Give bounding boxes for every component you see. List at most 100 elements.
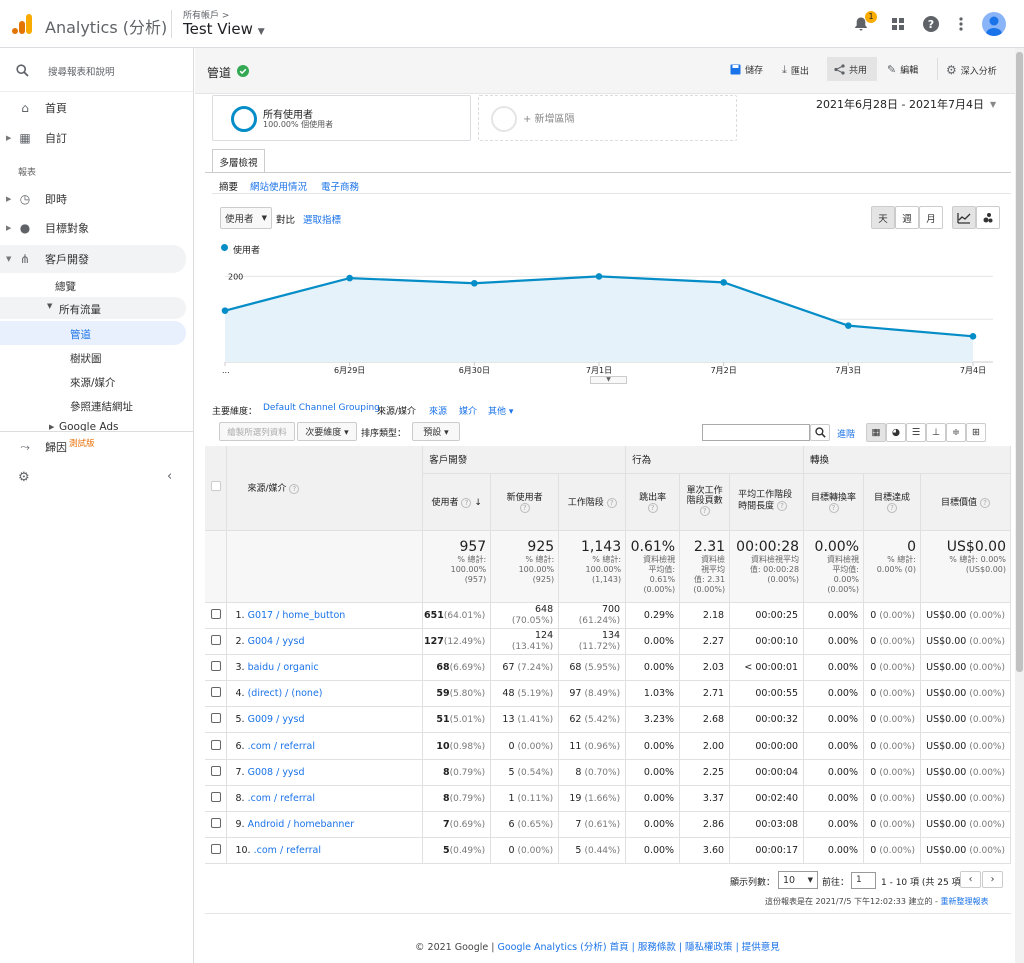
row-checkbox[interactable] — [210, 660, 221, 671]
sidebar-item-custom[interactable]: ▶ ▦ 自訂 — [0, 125, 186, 151]
analytics-logo-icon[interactable] — [11, 13, 33, 35]
apps-grid-icon[interactable] — [887, 13, 909, 35]
data-table-view-icon[interactable]: ▦ — [866, 423, 886, 442]
column-header-sessions[interactable]: 工作階段 ? — [558, 473, 627, 531]
tab-explorer[interactable]: 多層檢視 — [212, 149, 265, 173]
help-icon[interactable]: ? — [699, 506, 710, 517]
dimension-default-grouping[interactable]: Default Channel Grouping — [263, 403, 380, 413]
table-search-input[interactable] — [702, 424, 810, 441]
next-page-button[interactable]: › — [982, 871, 1003, 888]
help-icon[interactable]: ? — [920, 13, 942, 35]
prev-page-button[interactable]: ‹ — [960, 871, 981, 888]
sidebar-search[interactable]: 搜尋報表和說明 — [0, 48, 193, 92]
avatar[interactable] — [982, 12, 1006, 36]
sidebar-item-overview[interactable]: 總覽 — [55, 281, 76, 293]
sort-type-select[interactable]: 預設 ▾ — [412, 422, 460, 441]
more-vert-icon[interactable] — [950, 13, 972, 35]
column-header-goal-completions[interactable]: 目標達成? — [863, 473, 921, 531]
row-dimension-link[interactable]: (direct) / (none) — [247, 688, 323, 700]
select-all-checkbox[interactable] — [210, 481, 221, 492]
select-metric-link[interactable]: 選取指標 — [303, 212, 341, 226]
row-checkbox[interactable] — [210, 739, 221, 750]
row-dimension-link[interactable]: .com / referral — [253, 845, 321, 857]
day-button[interactable]: 天 — [871, 206, 895, 229]
help-icon[interactable]: ? — [887, 502, 897, 513]
dimension-source[interactable]: 來源 — [429, 404, 447, 417]
sidebar-item-attribution[interactable]: ⤳ 歸因 測試版 — [0, 434, 186, 460]
subtab-site-usage[interactable]: 網站使用情況 — [250, 179, 307, 193]
account-breadcrumb[interactable]: 所有帳戶 > — [183, 11, 230, 21]
help-icon[interactable]: ? — [647, 502, 658, 513]
view-selector[interactable]: Test View ▼ — [183, 20, 265, 38]
row-checkbox[interactable] — [210, 765, 221, 776]
row-dimension-link[interactable]: G009 / yysd — [247, 714, 305, 726]
insights-button[interactable]: ⚙ 深入分析 — [946, 63, 997, 77]
help-icon[interactable]: ? — [461, 497, 472, 508]
column-header-pages-per-session[interactable]: 單次工作階段頁數? — [679, 473, 731, 531]
help-icon[interactable]: ? — [519, 502, 530, 513]
sidebar-item-home[interactable]: ⌂ 首頁 — [0, 95, 186, 121]
row-dimension-link[interactable]: Android / homebanner — [247, 819, 355, 831]
save-button[interactable]: 儲存 — [730, 63, 763, 76]
dimension-other[interactable]: 其他 ▾ — [488, 404, 513, 417]
sidebar-item-treemaps[interactable]: 樹狀圖 — [70, 353, 102, 365]
subtab-ecommerce[interactable]: 電子商務 — [321, 179, 359, 193]
secondary-dimension-select[interactable]: 次要維度 ▾ — [297, 422, 357, 441]
line-chart-button[interactable] — [952, 206, 976, 229]
plot-rows-button[interactable]: 繪製所選列資料 — [219, 422, 295, 441]
row-checkbox[interactable] — [210, 634, 221, 645]
pie-view-icon[interactable]: ◕ — [886, 423, 906, 442]
column-header-goal-conversion-rate[interactable]: 目標轉換率? — [803, 473, 865, 531]
sidebar-item-channels[interactable]: 管道 — [0, 321, 186, 345]
term-cloud-view-icon[interactable]: ≑ — [946, 423, 966, 442]
column-header-bounce-rate[interactable]: 跳出率? — [625, 473, 681, 531]
sidebar-item-realtime[interactable]: ▶ ◷ 即時 — [0, 186, 186, 212]
pivot-view-icon[interactable]: ⊞ — [966, 423, 986, 442]
bell-icon[interactable] — [850, 13, 872, 35]
row-checkbox[interactable] — [210, 608, 221, 619]
sidebar-item-referrals[interactable]: 參照連結網址 — [70, 401, 133, 413]
metric-select[interactable]: 使用者 ▼ — [220, 207, 272, 229]
month-button[interactable]: 月 — [919, 206, 943, 229]
performance-view-icon[interactable]: ☰ — [906, 423, 926, 442]
help-icon[interactable]: ? — [979, 497, 990, 508]
row-dimension-link[interactable]: .com / referral — [247, 792, 315, 804]
row-checkbox[interactable] — [210, 713, 221, 724]
row-dimension-link[interactable]: G017 / home_button — [247, 609, 346, 621]
column-header-avg-session-duration[interactable]: 平均工作階段時間長度 ? — [729, 473, 805, 531]
row-dimension-link[interactable]: G008 / yysd — [247, 766, 305, 778]
row-dimension-link[interactable]: .com / referral — [247, 740, 315, 752]
advanced-filter-link[interactable]: 進階 — [837, 427, 855, 440]
dimension-source-medium[interactable]: 來源/媒介 — [377, 407, 417, 417]
help-icon[interactable]: ? — [828, 502, 839, 513]
dimension-medium[interactable]: 媒介 — [459, 404, 477, 417]
motion-chart-button[interactable] — [976, 206, 1000, 229]
segment-card-all-users[interactable]: 所有使用者 100.00% 個使用者 — [212, 95, 471, 141]
search-input[interactable]: 搜尋報表和說明 — [48, 67, 115, 78]
scrollbar-thumb[interactable] — [1016, 52, 1023, 672]
add-segment-button[interactable]: + 新增區隔 — [478, 95, 737, 141]
rows-per-page-select[interactable]: 10 ▼ — [778, 871, 818, 889]
sidebar-item-google-ads[interactable]: ▶ Google Ads — [0, 419, 193, 431]
gear-icon[interactable]: ⚙ — [18, 470, 30, 485]
column-header-goal-value[interactable]: 目標價值 ? — [920, 473, 1012, 531]
row-checkbox[interactable] — [210, 818, 221, 829]
column-header-users[interactable]: 使用者 ? ↓ — [422, 473, 492, 531]
date-range-picker[interactable]: 2021年6月28日 - 2021年7月4日 ▼ — [816, 96, 996, 112]
help-icon[interactable]: ? — [289, 483, 300, 494]
footer-links[interactable]: Google Analytics (分析) 首頁 | 服務條款 | 隱私權政策 … — [497, 942, 780, 953]
sidebar-item-audience[interactable]: ▶ ● 目標對象 — [0, 215, 186, 241]
row-checkbox[interactable] — [210, 687, 221, 698]
subtab-summary[interactable]: 摘要 — [219, 182, 239, 193]
week-button[interactable]: 週 — [895, 206, 919, 229]
row-checkbox[interactable] — [210, 844, 221, 855]
share-button[interactable]: 共用 — [827, 57, 877, 81]
dimension-header[interactable]: 來源/媒介 ? — [226, 446, 424, 531]
collapse-sidebar-icon[interactable]: ‹ — [167, 469, 173, 484]
comparison-view-icon[interactable]: ⊥ — [926, 423, 946, 442]
sidebar-item-source-medium[interactable]: 來源/媒介 — [70, 377, 116, 389]
edit-button[interactable]: ✎ 編輯 — [887, 63, 918, 76]
row-dimension-link[interactable]: baidu / organic — [247, 661, 319, 673]
goto-page-input[interactable]: 1 — [851, 872, 876, 889]
sidebar-item-acquisition[interactable]: ▼ ⋔ 客戶開發 — [0, 245, 186, 273]
